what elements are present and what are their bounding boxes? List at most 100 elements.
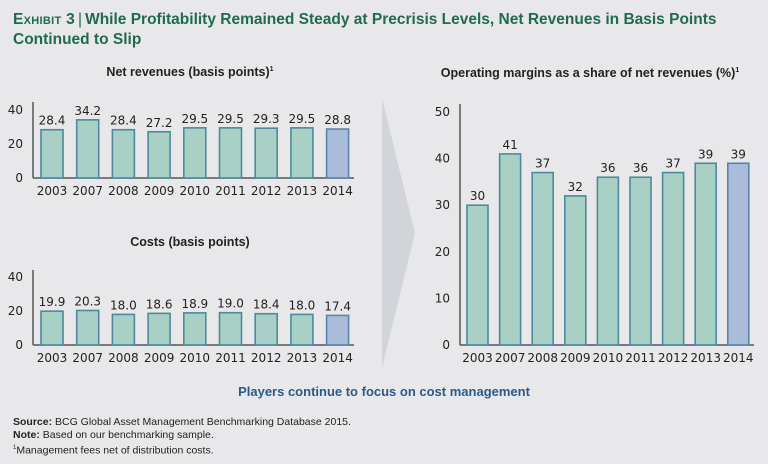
x-tick-label: 2011 bbox=[625, 351, 656, 365]
footnote-marker: 1 bbox=[269, 65, 274, 73]
x-tick-label: 2013 bbox=[287, 184, 318, 198]
data-label: 37 bbox=[535, 157, 550, 171]
footnote-marker: 1 bbox=[13, 445, 17, 451]
exhibit-label: Exhibit 3 bbox=[13, 11, 76, 28]
y-tick-label: 20 bbox=[8, 304, 23, 318]
net-revenues-title-text: Net revenues (basis points) bbox=[106, 65, 270, 79]
footnote-marker: 1 bbox=[735, 66, 740, 74]
transition-arrow-shape bbox=[382, 98, 415, 368]
data-label: 19.0 bbox=[217, 297, 244, 311]
footnote-line: 1Management fees net of distribution cos… bbox=[13, 442, 351, 458]
x-tick-label: 2014 bbox=[322, 184, 353, 198]
x-tick-label: 2007 bbox=[72, 351, 103, 365]
chart-takeaway: Players continue to focus on cost manage… bbox=[238, 384, 530, 399]
bar-2014 bbox=[726, 162, 750, 346]
data-label: 39 bbox=[731, 147, 746, 161]
x-tick-label: 2009 bbox=[144, 351, 175, 365]
data-label: 20.3 bbox=[74, 294, 101, 308]
title-separator: | bbox=[78, 11, 83, 28]
bar-2011 bbox=[218, 311, 243, 346]
data-label: 18.4 bbox=[253, 298, 280, 312]
bar-2009 bbox=[147, 130, 171, 179]
exhibit-title-text: While Profitability Remained Steady at P… bbox=[13, 11, 717, 48]
note-line: Note: Based on our benchmarking sample. bbox=[13, 429, 351, 442]
bar-2003 bbox=[40, 128, 64, 179]
operating-margins-title: Operating margins as a share of net reve… bbox=[420, 66, 760, 80]
x-tick-label: 2003 bbox=[37, 184, 68, 198]
data-label: 18.6 bbox=[146, 297, 173, 311]
note-text: Based on our benchmarking sample. bbox=[42, 429, 214, 441]
bar-2013 bbox=[290, 313, 314, 346]
bar-2007 bbox=[75, 119, 100, 179]
data-label: 41 bbox=[502, 138, 517, 152]
data-label: 29.3 bbox=[253, 112, 280, 126]
x-tick-label: 2009 bbox=[560, 351, 591, 365]
bar-2008 bbox=[531, 171, 555, 346]
data-label: 32 bbox=[568, 180, 583, 194]
bar-2013 bbox=[290, 127, 314, 179]
data-label: 28.8 bbox=[324, 113, 351, 127]
x-tick-label: 2008 bbox=[108, 184, 139, 198]
y-tick-label: 50 bbox=[435, 105, 450, 119]
x-tick-label: 2014 bbox=[322, 351, 353, 365]
x-tick-label: 2013 bbox=[690, 351, 721, 365]
data-label: 27.2 bbox=[146, 116, 173, 130]
data-label: 29.5 bbox=[289, 112, 316, 126]
y-tick-label: 20 bbox=[435, 245, 450, 259]
data-label: 36 bbox=[633, 161, 648, 175]
bar-2007 bbox=[498, 153, 522, 346]
net-revenues-chart: 0 20 40 28.4 2003 34.2 2007 28.4 2008 27.2 2009 29.… bbox=[8, 102, 354, 198]
y-tick-label: 0 bbox=[15, 171, 23, 185]
bar-2010 bbox=[183, 312, 207, 346]
x-tick-label: 2012 bbox=[251, 351, 282, 365]
bar-2007 bbox=[75, 309, 100, 346]
data-label: 29.5 bbox=[217, 112, 244, 126]
bar-2008 bbox=[111, 313, 136, 346]
x-tick-label: 2011 bbox=[215, 184, 246, 198]
data-label: 28.4 bbox=[110, 114, 137, 128]
x-tick-label: 2007 bbox=[72, 184, 103, 198]
x-tick-label: 2010 bbox=[180, 184, 211, 198]
data-label: 39 bbox=[698, 147, 713, 161]
x-tick-label: 2007 bbox=[495, 351, 526, 365]
bar-2009 bbox=[563, 195, 587, 346]
x-tick-label: 2010 bbox=[593, 351, 624, 365]
x-tick-label: 2008 bbox=[108, 351, 139, 365]
source-text: BCG Global Asset Management Benchmarking… bbox=[55, 416, 351, 428]
data-label: 18.9 bbox=[181, 297, 208, 311]
operating-margins-title-text: Operating margins as a share of net reve… bbox=[440, 66, 736, 80]
data-label: 37 bbox=[665, 157, 680, 171]
y-tick-label: 30 bbox=[435, 198, 450, 212]
bar-2013 bbox=[694, 162, 718, 346]
bar-2003 bbox=[40, 310, 64, 346]
net-revenues-title: Net revenues (basis points)1 bbox=[20, 65, 360, 79]
bar-2014 bbox=[325, 314, 350, 346]
note-label: Note: bbox=[13, 429, 40, 441]
x-tick-label: 2003 bbox=[462, 351, 493, 365]
data-label: 36 bbox=[600, 161, 615, 175]
costs-title: Costs (basis points) bbox=[20, 235, 360, 249]
x-tick-label: 2012 bbox=[251, 184, 282, 198]
bar-2003 bbox=[466, 204, 489, 346]
bar-2010 bbox=[183, 127, 207, 179]
footnote-text: Management fees net of distribution cost… bbox=[16, 444, 214, 457]
y-tick-label: 20 bbox=[8, 137, 23, 151]
bar-2011 bbox=[218, 127, 243, 179]
data-label: 34.2 bbox=[74, 104, 101, 118]
x-tick-label: 2014 bbox=[723, 351, 754, 365]
y-tick-label: 40 bbox=[8, 103, 23, 117]
footnotes: Source: BCG Global Asset Management Benc… bbox=[13, 416, 351, 458]
data-label: 29.5 bbox=[181, 112, 208, 126]
y-tick-label: 10 bbox=[435, 291, 450, 305]
data-label: 18.0 bbox=[110, 298, 137, 312]
bar-2012 bbox=[661, 171, 685, 346]
y-tick-label: 40 bbox=[435, 152, 450, 166]
source-line: Source: BCG Global Asset Management Benc… bbox=[13, 416, 351, 429]
costs-chart: 0 20 40 19.9 2003 20.3 2007 18.0 2008 18.6 2009 18.… bbox=[8, 270, 354, 365]
exhibit-title: Exhibit 3 | While Profitability Remained S… bbox=[13, 10, 753, 50]
bar-2010 bbox=[596, 176, 620, 346]
x-tick-label: 2011 bbox=[215, 351, 246, 365]
x-tick-label: 2009 bbox=[144, 184, 175, 198]
bar-2014 bbox=[325, 128, 350, 179]
